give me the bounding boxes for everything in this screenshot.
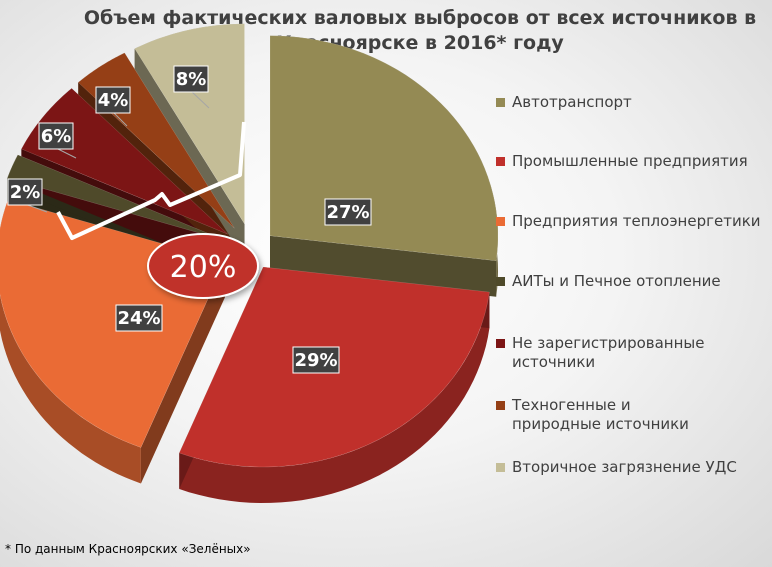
footnote: * По данным Красноярских «Зелёных» (5, 542, 251, 556)
legend-label-3: АИТы и Печное отопление (512, 272, 721, 290)
label-leader-6 (190, 90, 210, 109)
pie-face-0-1 (270, 235, 497, 297)
legend-swatch-4 (496, 339, 505, 348)
pie-slice-6 (134, 23, 245, 225)
legend-swatch-1 (496, 157, 505, 166)
legend-label-2: Предприятия теплоэнергетики (512, 212, 761, 230)
legend-item-3: АИТы и Печное отопление (496, 272, 721, 291)
legend-item-4: Не зарегистрированные источники (496, 334, 717, 372)
callout-text: 20% (170, 250, 237, 285)
legend-item-0: Автотранспорт (496, 93, 632, 112)
data-label-box-4 (38, 122, 74, 150)
legend-swatch-0 (496, 98, 505, 107)
data-label-6: 8% (176, 69, 207, 90)
legend-item-2: Предприятия теплоэнергетики (496, 212, 761, 231)
data-label-5: 4% (98, 90, 129, 111)
data-label-1: 29% (294, 350, 337, 371)
legend-label-4: Не зарегистрированные источники (512, 334, 705, 371)
pie-slice-0 (269, 35, 499, 262)
legend-label-0: Автотранспорт (512, 93, 632, 111)
label-leader-5 (112, 111, 128, 127)
pie-side-2 (0, 199, 141, 484)
pie-slice-3 (6, 154, 225, 241)
legend-label-5: Техногенные и природные источники (512, 396, 689, 433)
pie-face-2-0 (140, 261, 225, 484)
legend-label-1: Промышленные предприятия (512, 152, 748, 170)
callout-ellipse (147, 233, 259, 299)
data-label-0: 27% (326, 202, 369, 223)
pie-side-1 (179, 292, 490, 503)
legend-item-5: Техногенные и природные источники (496, 396, 717, 434)
data-label-2: 24% (117, 308, 160, 329)
data-label-box-2 (115, 304, 163, 332)
data-label-box-1 (292, 346, 340, 374)
chart-title: Объем фактических валовых выбросов от вс… (83, 7, 757, 54)
data-label-4: 6% (41, 126, 72, 147)
legend-swatch-6 (496, 463, 505, 472)
label-leader-4 (55, 147, 77, 159)
legend-label-6: Вторичное загрязнение УДС (512, 458, 737, 476)
legend-item-1: Промышленные предприятия (496, 152, 748, 171)
data-label-3: 2% (10, 182, 41, 203)
data-label-box-3 (7, 178, 43, 206)
legend-swatch-2 (496, 217, 505, 226)
legend-item-6: Вторичное загрязнение УДС (496, 458, 737, 477)
legend-swatch-5 (496, 401, 505, 410)
data-label-box-5 (95, 86, 131, 114)
data-label-box-6 (173, 65, 209, 93)
bracket-annotation (56, 121, 246, 240)
data-label-box-0 (324, 198, 372, 226)
legend-swatch-3 (496, 277, 505, 286)
